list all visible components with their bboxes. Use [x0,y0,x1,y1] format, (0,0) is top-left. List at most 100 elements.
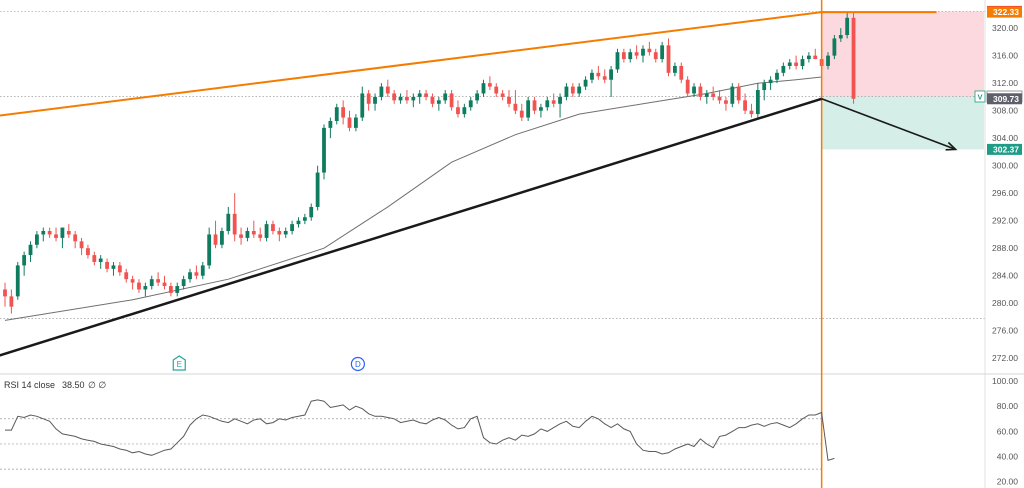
candle-body [430,96,435,104]
candle-body [519,110,524,118]
candle [596,65,601,80]
candle-body [130,279,135,283]
candle-body [583,79,588,87]
y-tick-label: 296.00 [992,188,1018,198]
candle [653,48,658,63]
candle-body [838,35,843,39]
candle [736,83,741,104]
arrowhead-icon [945,141,958,151]
rsi-tick-label: 20.00 [997,477,1019,487]
candle-body [117,265,122,273]
candle [290,220,294,235]
candle [188,268,192,283]
candle [781,62,786,77]
candle-body [302,217,307,221]
candle [787,59,792,70]
candle [634,45,639,60]
candle [794,55,799,70]
price-tag-bg [987,93,1022,105]
candle-body [730,86,735,104]
candle [207,227,212,269]
candle-body [609,69,613,80]
candle-body [220,231,224,245]
candle [220,227,224,249]
candle [347,110,352,132]
candle [302,213,307,225]
candle-body [341,107,346,118]
candle [258,227,263,242]
candle-body [775,72,779,80]
candle [194,265,199,280]
candle [487,76,492,91]
candle-body [264,224,269,238]
candle [775,69,779,84]
upper-trendline [0,11,937,117]
candle-body [60,227,65,238]
candle [526,96,531,121]
candle [641,45,645,63]
candle-body [704,93,709,97]
candle-body [513,103,518,111]
y-tick-label: 284.00 [992,271,1018,281]
candle [660,41,665,63]
candle-body [181,279,186,287]
candle-body [596,72,601,77]
candle-body [385,86,390,94]
candle [692,83,696,97]
candle-body [736,86,741,101]
candle [264,220,269,242]
y-tick-label: 304.00 [992,133,1018,143]
candle-body [296,220,301,225]
candle [385,79,390,97]
candle-body [443,93,448,101]
candle [851,11,856,104]
rsi-line [5,399,835,461]
candle-body [28,244,33,256]
y-tick-label: 320.00 [992,23,1018,33]
candle [430,93,435,108]
event-marker-e: E [172,355,186,371]
candle [28,241,33,262]
price-tag-label: 302.37 [993,144,1019,154]
candle [79,237,84,256]
candle [283,227,288,238]
candle-body [666,45,671,73]
candle-body [162,282,167,287]
candle [424,90,428,101]
candle [832,35,837,60]
candle-body [806,55,811,60]
volume-marker-letter: V [977,92,982,101]
candle-body [545,100,550,108]
candle [500,90,505,101]
candle-body [621,52,626,60]
candle-body [232,213,237,235]
candle [3,282,7,307]
candle-body [570,86,575,94]
y-tick-label: 276.00 [992,326,1018,336]
y-tick-label: 312.00 [992,78,1018,88]
candle [15,261,20,300]
price-tag: 302.37 [987,143,1022,155]
candle-body [175,286,180,293]
candle-body [424,93,428,97]
candle-body [794,62,799,66]
candle-body [354,117,358,128]
candle [200,261,205,280]
rsi-value: 38.50 [62,380,85,390]
candle [156,272,161,287]
candle-body [653,52,658,60]
y-tick-label: 316.00 [992,51,1018,61]
candle-body [845,17,850,36]
candle [800,55,805,70]
candle [315,165,320,211]
candle [168,282,173,297]
candle [322,124,326,180]
candle-body [200,265,205,276]
candle-body [577,86,582,94]
event-marker-label: E [177,360,182,369]
candle [570,83,575,97]
candle [175,282,180,297]
candle [628,48,633,63]
candle-body [405,96,409,101]
